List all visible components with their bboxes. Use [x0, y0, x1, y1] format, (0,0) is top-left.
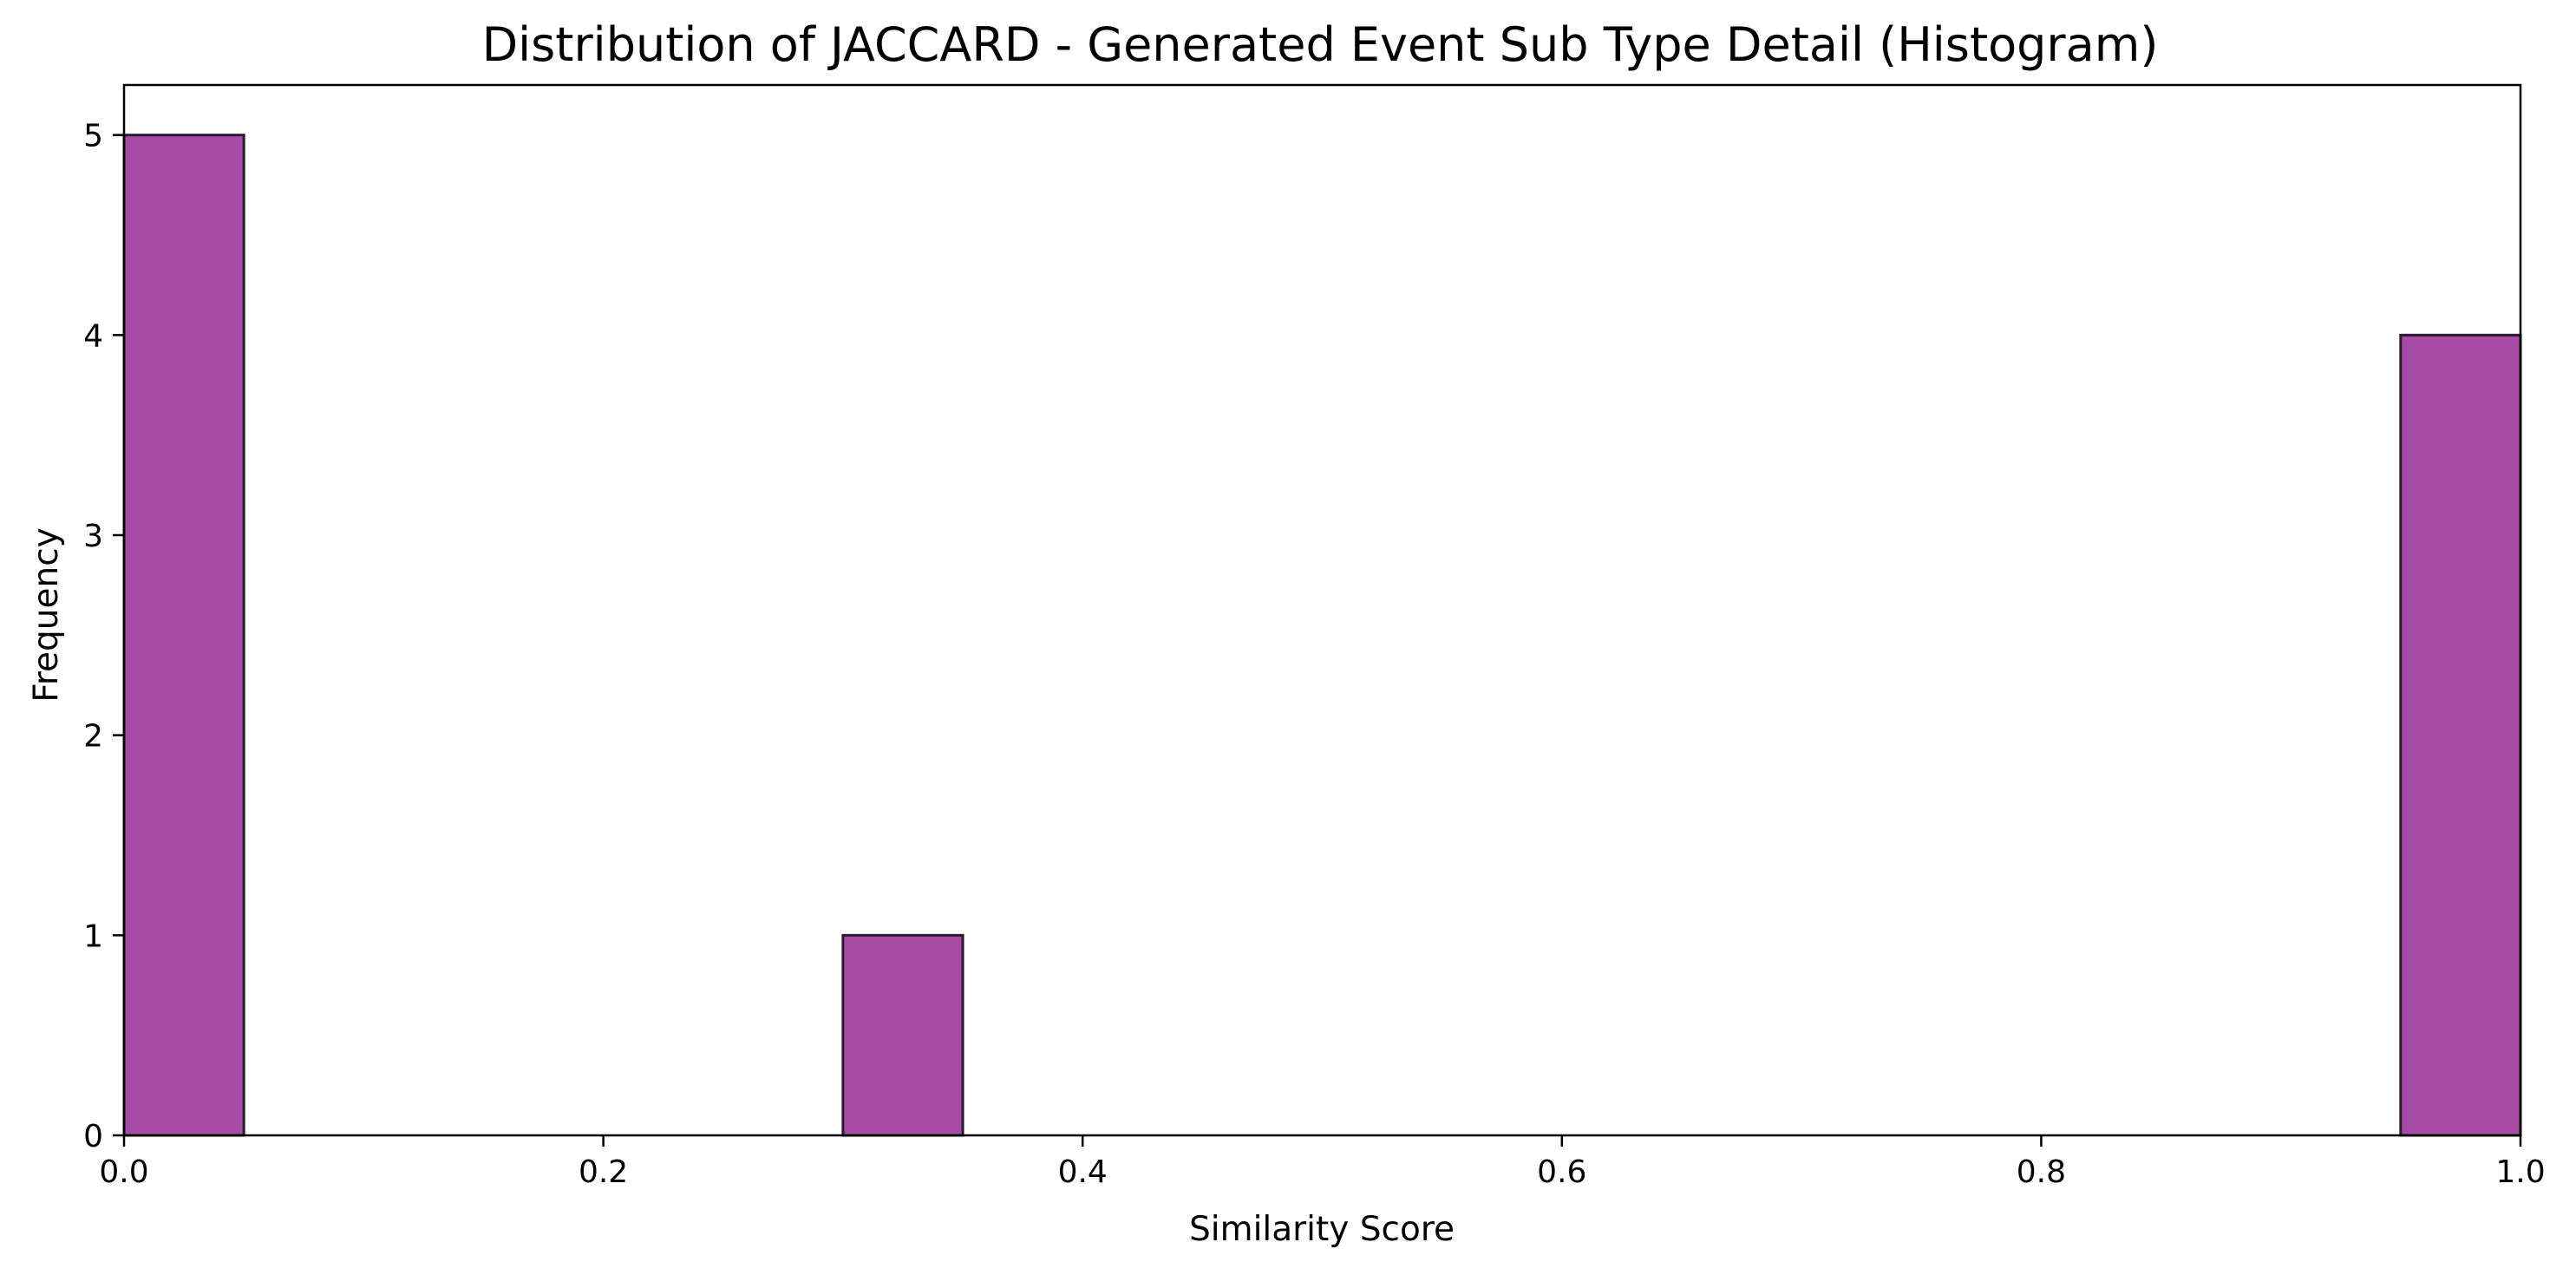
y-tick-label-2: 2	[83, 719, 103, 755]
x-axis-label: Similarity Score	[1189, 1210, 1455, 1249]
histogram-bar-2	[2399, 333, 2522, 1137]
x-tick-label-2: 0.4	[1058, 1154, 1108, 1190]
x-tick-label-1: 0.2	[579, 1154, 628, 1190]
y-tick-label-1: 1	[83, 919, 103, 954]
x-tick-label-3: 0.6	[1537, 1154, 1586, 1190]
x-tick-label-0: 0.0	[99, 1154, 148, 1190]
x-tick-label-5: 1.0	[2495, 1154, 2545, 1190]
bars-layer	[122, 134, 2522, 1137]
plot-frame	[122, 83, 2522, 1137]
y-axis-ticks: 0 1 2 3 4 5	[83, 119, 124, 1154]
y-axis-label: Frequency	[27, 527, 66, 702]
y-tick-label-4: 4	[83, 318, 103, 354]
y-tick-label-0: 0	[83, 1119, 103, 1154]
chart-title: Distribution of JACCARD - Generated Even…	[482, 17, 2159, 72]
x-axis-ticks: 0.0 0.2 0.4 0.6 0.8 1.0	[99, 1135, 2546, 1190]
x-tick-label-4: 0.8	[2017, 1154, 2066, 1190]
y-tick-label-5: 5	[83, 119, 103, 154]
histogram-bar-0	[122, 134, 245, 1137]
histogram-bar-1	[841, 933, 964, 1137]
y-tick-label-3: 3	[83, 519, 103, 554]
